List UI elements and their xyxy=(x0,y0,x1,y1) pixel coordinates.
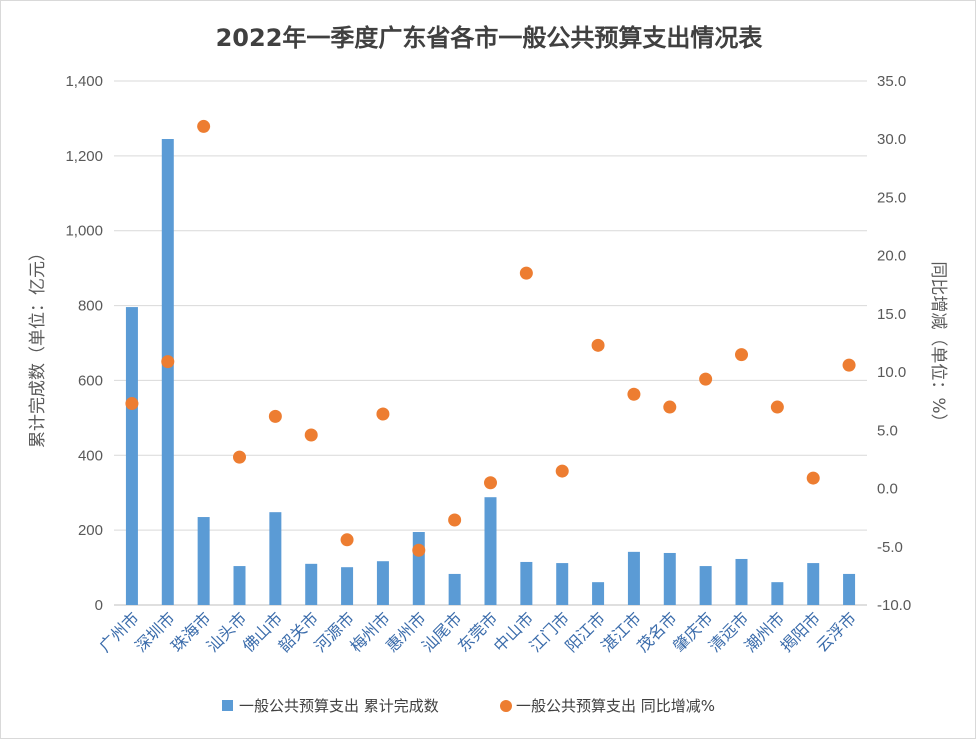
scatter-point xyxy=(555,464,569,478)
legend-dot-swatch xyxy=(500,700,512,712)
y2-tick-label: 0.0 xyxy=(877,481,898,498)
scatter-point xyxy=(484,476,497,490)
y2-tick-label: -5.0 xyxy=(877,539,903,556)
scatter-point xyxy=(663,400,677,414)
scatter-point xyxy=(233,450,246,464)
y-tick-label: 1,000 xyxy=(65,223,103,240)
scatter-point xyxy=(161,355,175,369)
y-tick-label: 0 xyxy=(95,597,103,614)
x-tick-label: 揭阳市 xyxy=(777,608,824,655)
bar xyxy=(627,551,640,605)
bar xyxy=(520,561,533,605)
bar xyxy=(269,512,282,605)
bar xyxy=(448,573,461,605)
scatter-point xyxy=(376,407,390,421)
bar xyxy=(699,566,712,605)
x-tick-label: 梅州市 xyxy=(346,608,393,655)
scatter-point xyxy=(519,266,533,280)
x-tick-label: 韶关市 xyxy=(275,608,322,655)
scatter-point xyxy=(268,409,282,423)
bar xyxy=(161,139,174,605)
y2-tick-label: 25.0 xyxy=(877,189,906,206)
x-tick-label: 清远市 xyxy=(705,608,752,655)
bar xyxy=(341,567,354,605)
y-tick-label: 1,200 xyxy=(65,148,103,165)
bar xyxy=(592,582,605,605)
x-tick-label: 茂名市 xyxy=(633,608,680,655)
x-tick-label: 江门市 xyxy=(526,608,573,655)
y2-axis-label: 同比增减（单位：%） xyxy=(928,261,948,430)
bar xyxy=(843,573,856,605)
scatter-point xyxy=(304,428,318,442)
y2-tick-label: 10.0 xyxy=(877,364,906,381)
x-tick-label: 潮州市 xyxy=(741,608,788,655)
x-tick-label: 汕头市 xyxy=(203,608,250,655)
scatter-point xyxy=(770,400,784,414)
scatter-point xyxy=(842,358,856,372)
scatter-point xyxy=(125,397,139,411)
bar xyxy=(556,563,569,605)
x-tick-label: 珠海市 xyxy=(167,608,214,655)
y2-tick-label: 15.0 xyxy=(877,306,906,323)
x-tick-label: 中山市 xyxy=(490,608,537,655)
y-tick-label: 1,400 xyxy=(65,73,103,90)
bar xyxy=(376,561,389,605)
legend-bar-label: 一般公共预算支出 累计完成数 xyxy=(239,697,439,715)
x-tick-label: 湛江市 xyxy=(597,608,644,655)
bar xyxy=(233,566,246,605)
y-tick-label: 400 xyxy=(78,447,103,464)
scatter-point xyxy=(591,338,605,352)
chart-title: 2022年一季度广东省各市一般公共预算支出情况表 xyxy=(216,24,764,52)
bar xyxy=(663,552,676,605)
y2-tick-label: -10.0 xyxy=(877,597,911,614)
x-tick-label: 深圳市 xyxy=(131,608,178,655)
y2-tick-label: 5.0 xyxy=(877,422,898,439)
scatter-point xyxy=(340,533,354,547)
scatter-point xyxy=(735,348,748,362)
y2-tick-label: 35.0 xyxy=(877,73,906,90)
x-tick-label: 汕尾市 xyxy=(418,608,465,655)
y2-tick-label: 20.0 xyxy=(877,248,906,265)
legend: 一般公共预算支出 累计完成数 一般公共预算支出 同比增减% xyxy=(222,697,715,715)
x-tick-label: 肇庆市 xyxy=(669,608,716,655)
scatter-point xyxy=(699,372,713,386)
legend-dot-label: 一般公共预算支出 同比增减% xyxy=(516,697,715,715)
bar xyxy=(735,558,748,605)
bar xyxy=(305,563,318,605)
x-tick-label: 佛山市 xyxy=(239,608,286,655)
x-tick-label: 惠州市 xyxy=(382,608,429,655)
y-tick-label: 800 xyxy=(78,298,103,315)
x-tick-label: 云浮市 xyxy=(813,608,860,655)
x-tick-label: 东莞市 xyxy=(454,608,501,655)
bar xyxy=(125,307,138,605)
bar xyxy=(771,582,784,605)
y-axis-label: 累计完成数（单位：亿元） xyxy=(28,244,48,448)
bar xyxy=(412,532,425,605)
y-tick-label: 200 xyxy=(78,522,103,539)
y-tick-label: 600 xyxy=(78,372,103,389)
x-tick-label: 阳江市 xyxy=(562,608,609,655)
scatter-point xyxy=(627,387,641,401)
bar xyxy=(484,497,497,605)
scatter-point xyxy=(412,543,426,557)
scatter-point xyxy=(806,471,820,485)
y2-tick-label: 30.0 xyxy=(877,131,906,148)
scatter-point xyxy=(448,513,462,527)
legend-bar-swatch xyxy=(222,700,233,711)
x-tick-label: 广州市 xyxy=(95,608,142,655)
x-tick-label: 河源市 xyxy=(311,608,358,655)
bar xyxy=(197,517,210,605)
scatter-point xyxy=(197,119,211,133)
bar xyxy=(807,563,820,605)
